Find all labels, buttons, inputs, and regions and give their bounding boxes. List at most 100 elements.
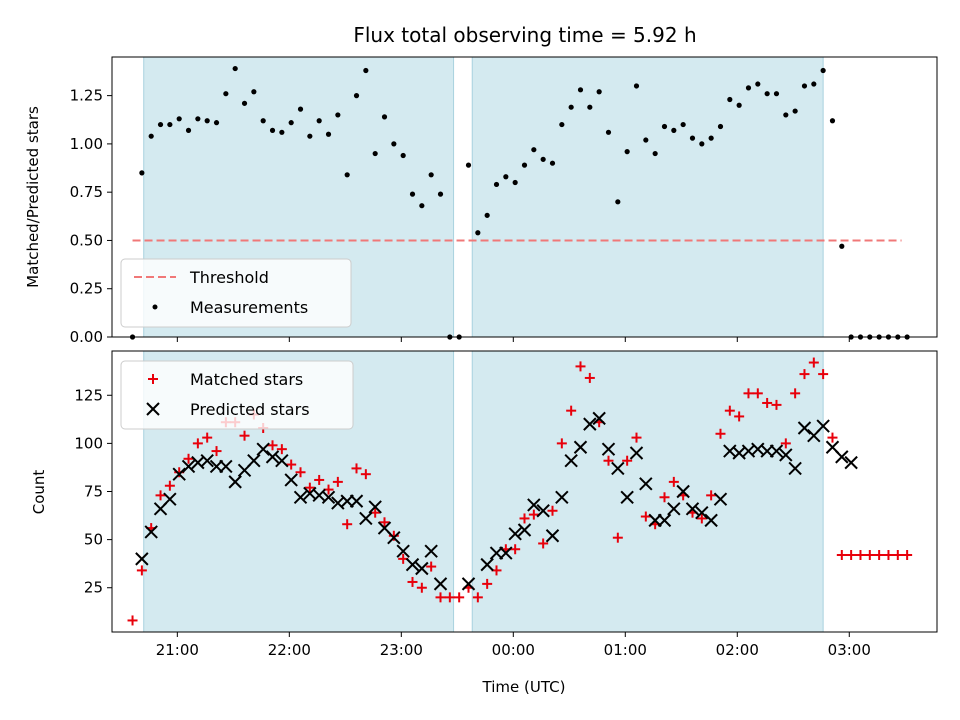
measurement-point [764,91,770,97]
predicted-point [321,490,336,504]
matched-point [435,592,446,603]
top-ticks: 0.00 0.25 0.50 0.75 1.00 1.25 [70,87,850,346]
matched-point [547,505,558,516]
matched-point [239,430,250,441]
predicted-point [611,461,625,476]
matched-point [790,388,801,399]
matched-point [696,513,707,524]
x-tick-label: 03:00 [828,641,871,659]
bottom-panel: 25 50 75 100 125 21:00 22:00 23:00 00:00 01:00 02:… [30,350,938,696]
matched-point [603,455,614,466]
measurement-point [325,131,332,137]
measurement-point [643,137,649,143]
measurement-point [699,141,705,147]
matched-point [818,369,829,380]
measurement-point [297,106,304,112]
predicted-point [797,421,812,435]
matched-point [136,565,147,576]
measurement-point [531,147,537,153]
measurement-points [129,65,910,340]
matched-point [444,592,455,603]
measurement-point [745,85,752,91]
predicted-point [284,473,298,487]
matched-point [510,544,521,555]
matched-point [426,561,437,572]
matched-point [183,453,194,464]
matched-point [855,550,866,561]
predicted-point [163,492,177,506]
measurement-point [727,96,733,103]
predicted-point [592,411,606,426]
measurement-point [437,191,444,197]
measurement-point [493,181,500,188]
measurement-point [792,108,798,114]
matched-point [379,517,390,528]
predicted-point [433,577,448,591]
top-axes-frame [111,56,938,338]
matched-point [416,582,427,593]
measurement-point [587,104,593,110]
matched-point [295,467,306,478]
bottom-ticks: 25 50 75 100 125 21:00 22:00 23:00 00:00 01:00 02:… [74,386,871,659]
matched-point [454,592,465,603]
measurement-point [185,127,192,133]
matched-point [659,492,670,503]
predicted-point [564,453,578,468]
measurement-point [232,65,238,72]
measurements-legend-swatch [152,304,158,310]
measurement-point [801,83,808,89]
predicted-point [769,444,784,458]
predicted-point [667,502,681,516]
measurement-point [465,162,472,168]
measurement-point [615,199,621,205]
top-legend-box [120,258,352,328]
matched-point [482,578,493,589]
measurement-point [223,91,229,97]
measurement-point [307,133,313,139]
shaded-interval [471,350,824,633]
measurement-point [363,67,369,74]
x-tick-label: 21:00 [156,641,199,659]
matched-point [799,369,810,380]
bottom-xlabel: Time (UTC) [482,678,566,696]
predicted-point [387,530,401,545]
measurement-point [811,81,817,87]
matched-point [332,476,343,487]
measurement-point [251,89,257,95]
predicted-point [676,484,690,499]
predicted-point [181,459,196,474]
predicted-point [405,557,420,572]
matched-point [267,440,278,451]
predicted-point [368,500,382,514]
measurement-point [605,129,612,135]
matched-point [902,550,913,561]
predicted-point [265,450,280,464]
measurement-point [400,152,406,159]
y-tick-label: 100 [74,434,103,452]
measurement-point [204,118,210,124]
predicted-point [396,544,410,558]
x-tick-label: 00:00 [492,641,535,659]
measurement-point [391,141,397,147]
matched-point [752,388,763,399]
predicted-point [620,490,634,504]
predicted-point [349,494,364,508]
predicted-point [275,453,289,468]
measurement-point [568,104,574,110]
matched-point [360,469,371,480]
measurement-point [624,149,630,155]
predicted-point [704,513,718,528]
matched-point [883,550,894,561]
matched-point [864,550,875,561]
predicted-point [816,419,830,433]
matched-point [622,455,633,466]
matched-point [706,490,717,501]
measurement-point [736,102,742,108]
measurement-point [596,89,602,95]
matched-point [351,463,362,474]
predicted-point [639,477,653,491]
threshold-legend-label: Threshold [189,268,269,287]
measurement-point [680,121,686,128]
measurements-legend-label: Measurements [190,298,308,317]
